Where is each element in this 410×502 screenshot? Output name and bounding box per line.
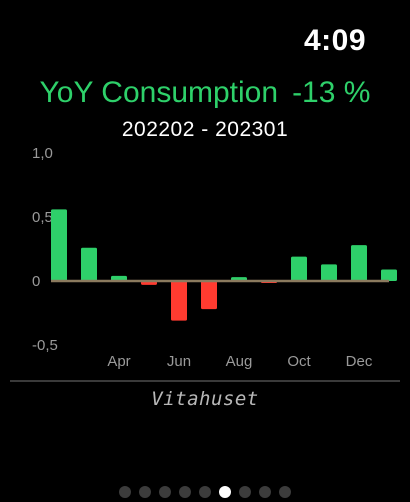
bar-apr — [111, 275, 127, 281]
bar-oct — [291, 256, 307, 281]
bar-nov — [321, 264, 337, 281]
x-tick-label: Aug — [226, 353, 253, 370]
x-tick-label: Dec — [346, 353, 373, 370]
page-dot[interactable] — [119, 486, 131, 498]
period-range: 202202 - 202301 — [121, 118, 289, 141]
bar-jun — [171, 281, 187, 321]
x-tick-label: Jun — [167, 353, 191, 370]
chart-title: YoY Consumption -13 % — [0, 76, 410, 110]
bar-dec — [351, 245, 367, 281]
title-label: YoY Consumption — [39, 76, 279, 109]
location-label: Vitahuset — [151, 388, 259, 410]
clock: 4:09 — [303, 24, 366, 57]
page-dot[interactable] — [159, 486, 171, 498]
consumption-chart: 1,0 0,5 0 -0,5 Apr Jun Aug Oct Dec — [32, 145, 397, 370]
divider — [10, 380, 400, 382]
x-tick-label: Apr — [107, 353, 130, 370]
page-dot[interactable] — [259, 486, 271, 498]
bar-jul — [201, 281, 217, 310]
bar-mar — [81, 247, 97, 281]
page-dot[interactable] — [239, 486, 251, 498]
y-tick-label: 0,5 — [32, 209, 53, 226]
bar-jan — [381, 269, 397, 281]
page-dot[interactable] — [219, 486, 231, 498]
y-tick-label: 1,0 — [32, 145, 53, 162]
page-dot[interactable] — [279, 486, 291, 498]
x-tick-label: Oct — [287, 353, 311, 370]
bar-feb — [51, 209, 67, 281]
page-indicator[interactable] — [0, 486, 410, 498]
y-tick-label: 0 — [32, 273, 40, 290]
page-dot[interactable] — [139, 486, 151, 498]
page-dot[interactable] — [199, 486, 211, 498]
page-dot[interactable] — [179, 486, 191, 498]
change-percent: -13 % — [292, 76, 371, 109]
y-tick-label: -0,5 — [32, 337, 58, 354]
